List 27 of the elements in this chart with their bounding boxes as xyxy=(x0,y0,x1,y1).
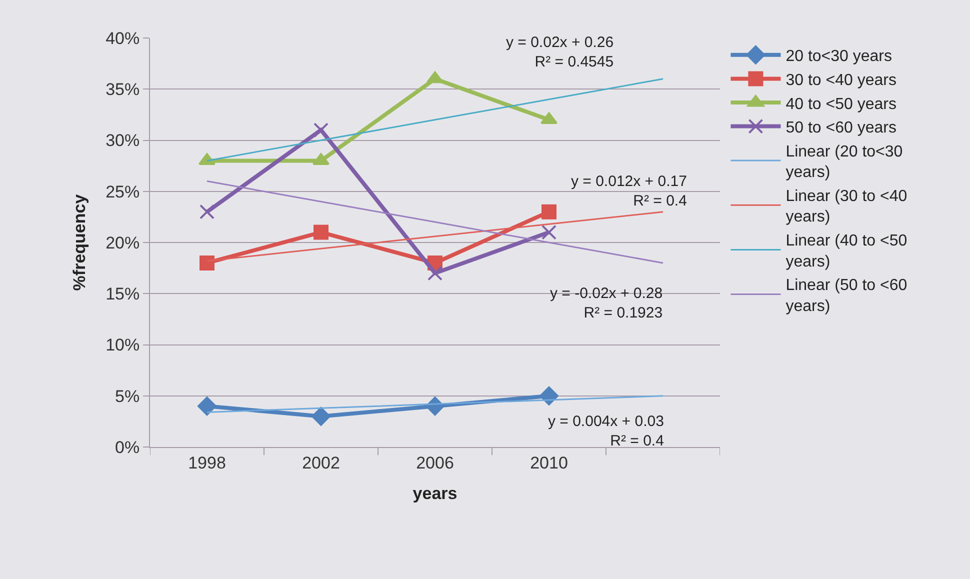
y-tick-label: 35% xyxy=(106,80,140,100)
x-tick-label: 1998 xyxy=(188,453,226,472)
legend-label: 30 to <40 years xyxy=(786,72,896,89)
x-tick-label: 2006 xyxy=(416,453,454,472)
annotation: y = -0.02x + 0.28 R² = 0.1923 xyxy=(550,285,663,322)
y-tick-label: 30% xyxy=(106,131,140,150)
annotation: y = 0.004x + 0.03 R² = 0.4 xyxy=(548,413,664,450)
y-tick-label: 40% xyxy=(106,28,140,48)
y-tick-label: 5% xyxy=(115,386,140,406)
y-tick-label: 0% xyxy=(115,438,140,457)
y-tick-label: 25% xyxy=(106,182,140,202)
y-axis-title: %frequency xyxy=(70,194,90,291)
legend-label: Linear (30 to <40 years) xyxy=(786,188,908,226)
y-tick-label: 15% xyxy=(106,284,140,304)
legend-label: 50 to <60 years xyxy=(786,120,896,137)
x-tick-label: 2010 xyxy=(530,453,568,472)
x-tick-label: 2002 xyxy=(302,453,340,472)
legend-label: Linear (50 to <60 years) xyxy=(786,277,908,315)
y-tick-label: 10% xyxy=(106,336,140,355)
annotation: y = 0.012x + 0.17 R² = 0.4 xyxy=(571,173,687,210)
legend-label: 40 to <50 years xyxy=(786,96,896,113)
annotation: y = 0.02x + 0.26 R² = 0.4545 xyxy=(506,34,614,70)
x-axis-title: years xyxy=(412,484,458,503)
legend-label: 20 to<30 years xyxy=(786,48,892,66)
y-tick-label: 20% xyxy=(106,233,140,252)
legend-label: Linear (40 to <50 years) xyxy=(786,232,908,270)
legend-label: Linear (20 to<30 years) xyxy=(786,143,903,182)
